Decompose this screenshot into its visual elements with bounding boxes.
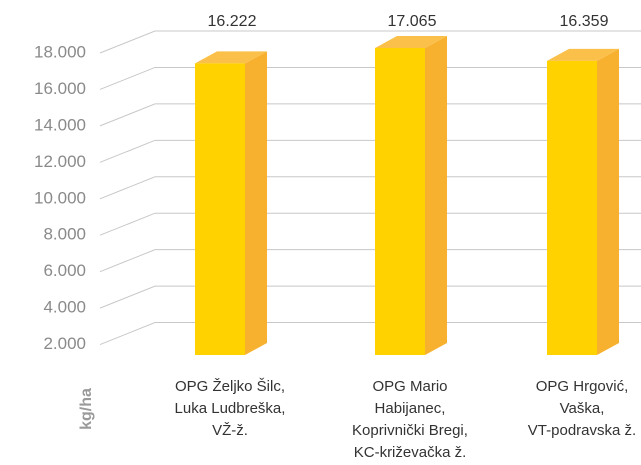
grid-line — [99, 30, 641, 54]
y-tick-label: 18.000 — [34, 42, 86, 61]
grid-line — [99, 139, 641, 163]
grid-line — [99, 103, 641, 127]
bar-face — [245, 51, 267, 356]
x-tick-label: OPG Željko Šilc, Luka Ludbreška, VŽ-ž. — [174, 378, 286, 439]
y-tick-label: 12.000 — [34, 152, 86, 171]
bar-face — [195, 51, 267, 64]
y-tick-label: 14.000 — [34, 115, 86, 134]
bar — [195, 51, 267, 356]
bar — [547, 48, 619, 355]
y-tick-label: 6.000 — [43, 261, 86, 280]
bar-face — [547, 48, 619, 61]
bar — [375, 36, 447, 355]
bar-face — [547, 60, 597, 355]
x-tick-label: OPG Mario Habijanec, Koprivnički Bregi, … — [352, 378, 468, 461]
grid-line — [99, 212, 641, 236]
bar-face — [425, 36, 447, 355]
grid-line — [99, 285, 641, 309]
grid-line — [99, 66, 641, 90]
grid-line — [99, 322, 641, 346]
bar-face — [375, 48, 425, 355]
bar-face — [597, 48, 619, 355]
y-tick-label: 8.000 — [43, 225, 86, 244]
bar-face — [375, 36, 447, 49]
value-label: 17.065 — [388, 13, 437, 30]
value-label: 16.222 — [208, 13, 257, 30]
value-label: 16.359 — [560, 13, 609, 30]
y-tick-label: 2.000 — [43, 334, 86, 353]
grid-line — [99, 176, 641, 200]
x-tick-label: OPG Hrgović, Vaška, VT-podravska ž. — [527, 378, 637, 439]
grid-line — [99, 249, 641, 273]
bar-face — [195, 63, 245, 356]
y-tick-label: 10.000 — [34, 188, 86, 207]
y-axis-label: kg/ha — [77, 388, 95, 430]
y-tick-label: 16.000 — [34, 79, 86, 98]
y-tick-label: 4.000 — [43, 298, 86, 317]
